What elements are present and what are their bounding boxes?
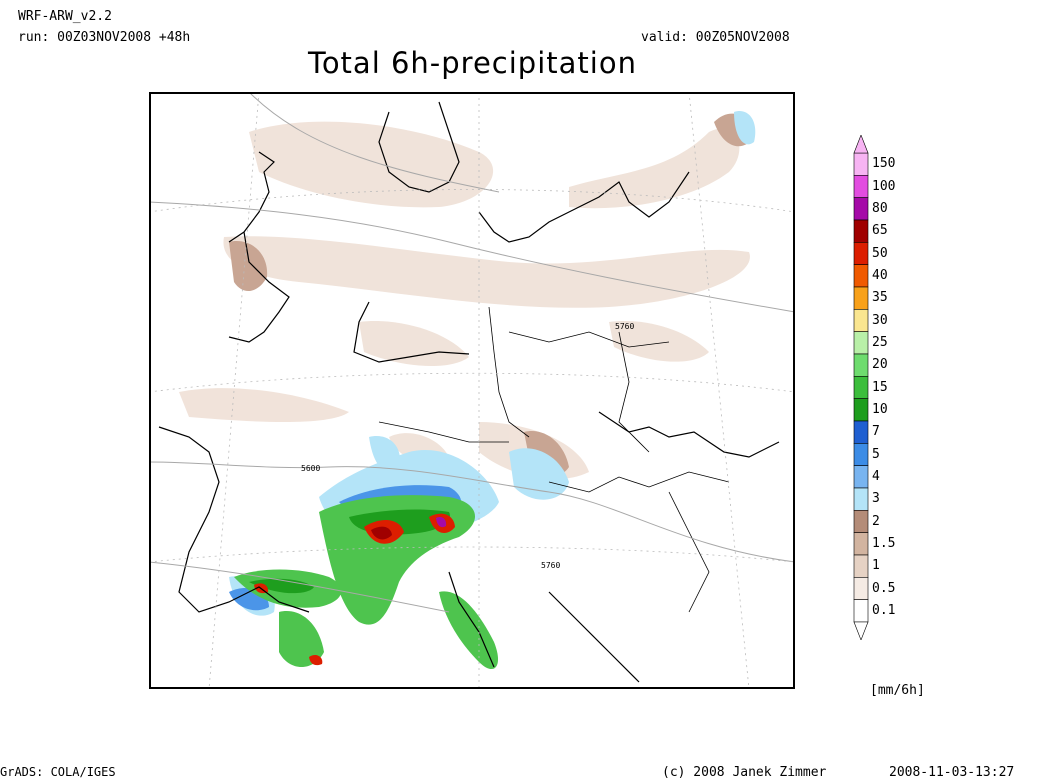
legend-swatch xyxy=(853,331,869,355)
legend-label: 100 xyxy=(872,178,896,194)
coastlines xyxy=(158,101,780,683)
run-label: run: 00Z03NOV2008 +48h xyxy=(18,30,191,45)
footer-timestamp: 2008-11-03-13:27 xyxy=(889,765,1015,780)
legend-swatch xyxy=(853,487,869,511)
legend-label: 1.5 xyxy=(872,535,896,551)
legend-swatch xyxy=(853,420,869,444)
unit-label: [mm/6h] xyxy=(870,683,925,698)
legend-swatch xyxy=(853,175,869,198)
legend-swatch xyxy=(853,599,869,623)
legend-label: 35 xyxy=(872,290,888,306)
legend-swatch xyxy=(853,554,869,578)
legend-swatch xyxy=(853,577,869,600)
legend-swatch xyxy=(853,219,869,243)
legend-swatch xyxy=(853,286,869,310)
footer-software: GrADS: COLA/IGES xyxy=(0,765,116,779)
legend-swatch xyxy=(853,532,869,556)
borders xyxy=(378,306,730,613)
legend-swatch xyxy=(853,443,869,466)
contour-label: 5760 xyxy=(541,561,560,570)
legend-label: 7 xyxy=(872,424,880,440)
legend-label: 80 xyxy=(872,200,888,216)
legend-label: 0.5 xyxy=(872,580,896,596)
legend-swatch xyxy=(853,510,869,533)
legend-swatch xyxy=(853,353,869,377)
legend-swatch xyxy=(853,465,869,489)
legend-label: 150 xyxy=(872,156,896,172)
legend-swatch xyxy=(853,242,869,265)
map-frame xyxy=(149,92,795,689)
legend-label: 10 xyxy=(872,401,888,417)
legend-label: 15 xyxy=(872,379,888,395)
contour-label: 5600 xyxy=(301,464,320,473)
legend-label: 5 xyxy=(872,446,880,462)
footer-copyright: (c) 2008 Janek Zimmer xyxy=(662,765,827,780)
legend-label: 50 xyxy=(872,245,888,261)
geopotential-contours xyxy=(149,92,795,613)
legend-label: 30 xyxy=(872,312,888,328)
heavy-precip-cores xyxy=(254,513,455,666)
legend-swatch xyxy=(853,197,869,221)
model-label: WRF-ARW_v2.2 xyxy=(18,9,112,24)
color-legend xyxy=(853,135,869,640)
legend-swatch xyxy=(853,398,869,422)
legend-label: 3 xyxy=(872,491,880,507)
lat-lon-grid xyxy=(149,92,795,689)
legend-bottom-arrow xyxy=(853,621,869,640)
legend-label: 0.1 xyxy=(872,602,896,618)
map-title: Total 6h-precipitation xyxy=(308,46,637,80)
legend-swatch xyxy=(853,309,869,332)
legend-swatch xyxy=(853,264,869,288)
legend-label: 65 xyxy=(872,223,888,239)
legend-label: 40 xyxy=(872,267,888,283)
contour-label: 5760 xyxy=(615,322,634,331)
legend-label: 20 xyxy=(872,357,888,373)
legend-swatch xyxy=(853,152,869,176)
legend-top-arrow xyxy=(853,135,869,154)
legend-label: 1 xyxy=(872,558,880,574)
precipitation-map: 5760 5600 5760 xyxy=(149,92,795,689)
legend-label: 4 xyxy=(872,468,880,484)
legend-label: 25 xyxy=(872,334,888,350)
legend-label: 2 xyxy=(872,513,880,529)
legend-swatch xyxy=(853,376,869,399)
valid-label: valid: 00Z05NOV2008 xyxy=(641,30,790,45)
